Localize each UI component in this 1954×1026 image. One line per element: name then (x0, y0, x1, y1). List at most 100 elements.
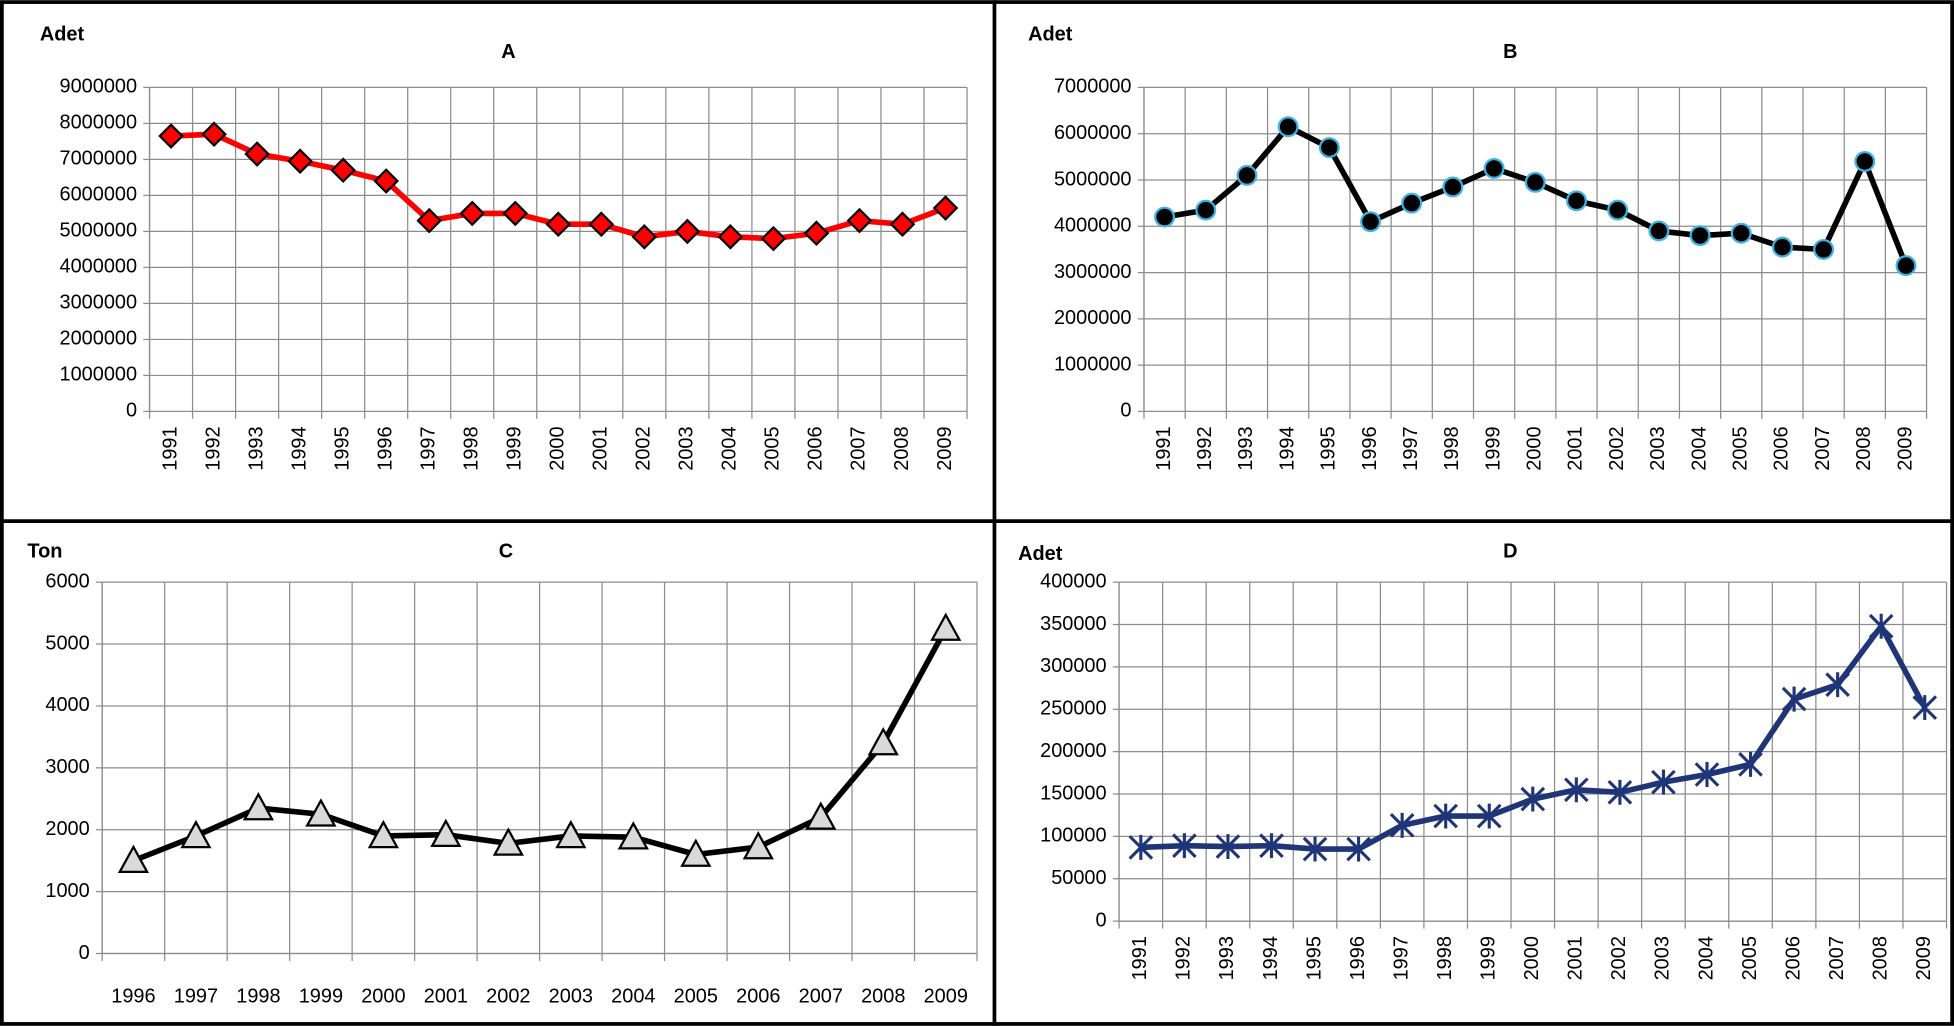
x-tick-label: 1995 (1318, 426, 1340, 470)
data-point (459, 200, 486, 227)
data-point (1813, 238, 1835, 260)
y-tick-label: 350000 (1040, 613, 1106, 635)
data-point (180, 819, 212, 849)
data-point (803, 220, 830, 247)
data-point (1346, 836, 1371, 862)
y-tick-label: 6000000 (1054, 122, 1132, 144)
x-tick-label: 2008 (861, 985, 905, 1007)
data-point (1401, 192, 1423, 214)
x-tick-label: 2009 (1894, 426, 1916, 470)
x-tick-label: 1992 (1173, 936, 1195, 980)
x-tick-label: 1991 (159, 426, 181, 470)
x-tick-label: 2009 (934, 426, 956, 470)
data-point (1318, 137, 1340, 159)
y-tick-label: 5000000 (60, 220, 138, 242)
data-point (117, 844, 150, 874)
x-tick-label: 2000 (1524, 426, 1546, 470)
x-tick-label: 2003 (1652, 936, 1674, 980)
data-point (680, 838, 712, 867)
data-point (416, 207, 443, 234)
data-point (1730, 222, 1752, 244)
y-tick-label: 2000 (45, 818, 89, 840)
data-point (631, 224, 658, 250)
x-tick-label: 1998 (460, 426, 482, 470)
x-tick-label: 2005 (674, 985, 718, 1007)
x-tick-label: 1998 (1434, 936, 1456, 980)
data-point (805, 801, 837, 830)
y-tick-label: 7000000 (1054, 76, 1132, 98)
data-point (287, 148, 313, 175)
y-tick-label: 0 (1120, 400, 1131, 422)
data-point (1520, 786, 1546, 812)
x-tick-label: 1996 (374, 426, 396, 470)
data-point (1433, 803, 1459, 829)
data-point (717, 224, 744, 250)
x-tick-label: 1999 (1482, 426, 1504, 470)
x-tick-label: 2004 (611, 985, 655, 1007)
x-tick-label: 2008 (891, 426, 913, 470)
x-tick-label: 1995 (1303, 936, 1325, 980)
y-tick-label: 1000000 (1054, 353, 1132, 375)
x-tick-label: 1992 (1194, 426, 1216, 470)
y-axis-label: Adet (1028, 23, 1073, 45)
x-tick-label: 2002 (486, 985, 530, 1007)
data-point (889, 211, 916, 238)
x-tick-label: 2000 (361, 985, 405, 1007)
x-tick-label: 2009 (924, 985, 968, 1007)
x-tick-label: 1993 (1216, 936, 1238, 980)
data-point (1868, 613, 1894, 639)
data-point (305, 798, 337, 827)
data-line (1140, 623, 1928, 852)
data-point (430, 818, 462, 848)
y-axis-label: Adet (1018, 543, 1063, 565)
x-tick-label: 2000 (1521, 936, 1543, 980)
data-point (588, 211, 615, 238)
x-tick-label: 2005 (762, 426, 784, 470)
data-point (1259, 833, 1284, 859)
data-point (932, 195, 959, 221)
data-point (1694, 762, 1720, 787)
x-tick-label: 1999 (1478, 936, 1500, 980)
data-point (492, 827, 524, 856)
x-tick-label: 2005 (1729, 426, 1751, 470)
x-tick-label: 1997 (1400, 426, 1422, 470)
y-tick-label: 1000 (45, 880, 89, 902)
x-tick-label: 1993 (1235, 426, 1257, 470)
x-tick-label: 2006 (1782, 936, 1804, 980)
y-axis-label: Ton (27, 541, 62, 563)
x-tick-label: 1997 (417, 426, 439, 470)
y-tick-label: 2000000 (60, 328, 138, 350)
data-point (367, 819, 399, 849)
x-tick-label: 1999 (299, 985, 343, 1007)
data-point (1277, 116, 1299, 138)
data-point (1566, 190, 1587, 212)
x-tick-label: 1995 (331, 426, 353, 470)
data-point (742, 831, 774, 860)
x-tick-label: 1997 (1390, 936, 1412, 980)
data-point (1564, 777, 1589, 803)
x-tick-label: 1997 (174, 985, 218, 1007)
x-tick-label: 1991 (1129, 936, 1151, 980)
data-point (1524, 171, 1546, 193)
y-axis-label: Adet (40, 23, 85, 45)
data-point (242, 792, 275, 821)
data-point (1771, 236, 1793, 258)
data-point (1689, 225, 1711, 247)
x-tick-label: 2004 (719, 426, 741, 470)
chart-title: D (1503, 541, 1517, 563)
data-point (846, 207, 873, 234)
x-tick-label: 1993 (245, 426, 267, 470)
data-point (1781, 686, 1807, 712)
x-tick-label: 1999 (504, 426, 526, 470)
y-tick-label: 3000000 (60, 292, 138, 314)
chart-title: C (499, 541, 513, 563)
data-point (1651, 769, 1676, 795)
data-point (502, 200, 529, 227)
data-point (373, 168, 399, 194)
x-tick-label: 2001 (1565, 426, 1587, 470)
x-tick-label: 2001 (590, 426, 612, 470)
data-point (158, 123, 184, 149)
x-tick-label: 2003 (1647, 426, 1669, 470)
